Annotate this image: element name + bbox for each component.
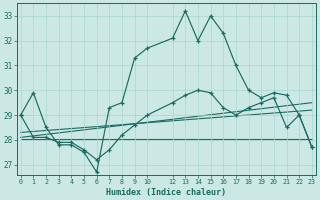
- X-axis label: Humidex (Indice chaleur): Humidex (Indice chaleur): [106, 188, 226, 197]
